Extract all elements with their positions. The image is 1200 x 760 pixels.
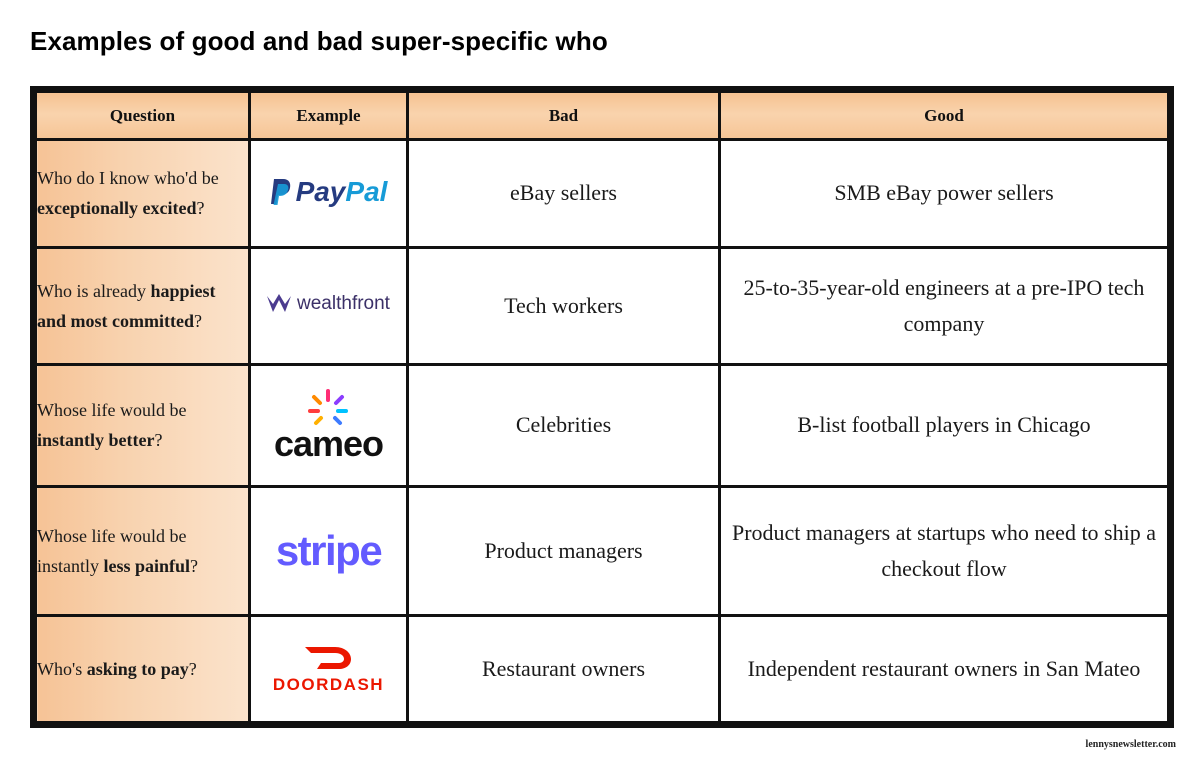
table-row: Who do I know who'd be exceptionally exc… [34, 138, 1170, 249]
header-question: Question [34, 90, 251, 141]
doordash-logo: DOORDASH [273, 643, 384, 695]
bad-cell: Tech workers [406, 245, 721, 366]
bad-cell: Celebrities [406, 362, 721, 489]
question-emphasis: exceptionally excited [37, 198, 197, 219]
example-cell: PayPal [248, 138, 409, 249]
question-mark: ? [193, 310, 202, 331]
page-title: Examples of good and bad super-specific … [30, 26, 608, 56]
question-cell: Whose life would be instantly less painf… [34, 485, 251, 618]
wealthfront-word: wealthfront [297, 292, 390, 314]
comparison-table: Question Example Bad Good Who do I know … [30, 86, 1174, 728]
paypal-logo: PayPal [270, 175, 388, 208]
question-text: Who is already [37, 280, 151, 301]
question-mark: ? [196, 198, 205, 219]
question-cell: Who is already happiest and most committ… [34, 245, 251, 366]
example-cell: DOORDASH [248, 614, 409, 724]
bad-cell: Restaurant owners [406, 614, 721, 724]
question-text: Who's [37, 659, 87, 680]
question-cell: Whose life would be instantly better? [34, 362, 251, 489]
paypal-word-pal: Pal [345, 175, 388, 207]
good-cell: Independent restaurant owners in San Mat… [718, 614, 1170, 724]
example-cell: stripe [248, 485, 409, 618]
question-mark: ? [154, 430, 163, 451]
bad-cell: eBay sellers [406, 138, 721, 249]
header-good: Good [718, 90, 1170, 141]
question-mark: ? [190, 556, 199, 577]
question-emphasis: happiest and most committed [37, 280, 216, 331]
doordash-word: DOORDASH [272, 675, 385, 695]
question-cell: Who do I know who'd be exceptionally exc… [34, 138, 251, 249]
question-cell: Who's asking to pay? [34, 614, 251, 724]
question-text: Whose life would be [37, 400, 187, 421]
wealthfront-w-icon [267, 293, 292, 312]
question-text: Who do I know who'd be [37, 168, 219, 189]
header-example: Example [248, 90, 409, 141]
bad-cell: Product managers [406, 485, 721, 618]
good-cell: B-list football players in Chicago [718, 362, 1170, 489]
cameo-word: cameo [273, 423, 384, 465]
table-row: Who's asking to pay? DOORDASH Restaurant… [34, 614, 1170, 724]
question-mark: ? [188, 659, 197, 680]
example-cell: wealthfront [248, 245, 409, 366]
cameo-burst-icon [308, 389, 349, 426]
stripe-logo: stripe [275, 527, 383, 575]
source-credit: lennysnewsletter.com [1085, 739, 1176, 750]
cameo-logo: cameo [273, 389, 384, 465]
doordash-dash-icon [305, 647, 352, 670]
question-text: Whose life would be instantly [37, 526, 187, 577]
question-emphasis: instantly better [37, 430, 155, 451]
paypal-p-icon [270, 178, 290, 205]
table-row: Who is already happiest and most committ… [34, 245, 1170, 366]
table-row: Whose life would be instantly better? [34, 362, 1170, 489]
good-cell: 25-to-35-year-old engineers at a pre-IPO… [718, 245, 1170, 366]
wealthfront-logo: wealthfront [267, 293, 390, 315]
question-emphasis: less painful [103, 556, 191, 577]
good-cell: SMB eBay power sellers [718, 138, 1170, 249]
good-cell: Product managers at startups who need to… [718, 485, 1170, 618]
table-row: Whose life would be instantly less painf… [34, 485, 1170, 618]
example-cell: cameo [248, 362, 409, 489]
paypal-word-pay: Pay [295, 175, 346, 207]
question-emphasis: asking to pay [86, 659, 189, 680]
header-row: Question Example Bad Good [34, 90, 1170, 141]
header-bad: Bad [406, 90, 721, 141]
